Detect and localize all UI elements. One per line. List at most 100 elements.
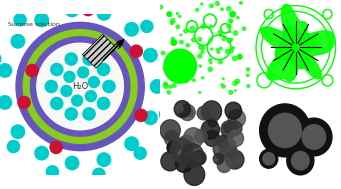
- Circle shape: [228, 110, 246, 128]
- Point: [217, 31, 223, 34]
- Circle shape: [193, 154, 201, 162]
- Point: [216, 51, 221, 54]
- Point: [218, 60, 223, 63]
- Point: [218, 47, 223, 50]
- Circle shape: [201, 120, 219, 139]
- Circle shape: [228, 130, 243, 146]
- Text: Sucrose solution: Sucrose solution: [8, 22, 60, 27]
- Circle shape: [14, 14, 26, 26]
- Point: [177, 15, 182, 18]
- Circle shape: [176, 105, 183, 112]
- Circle shape: [18, 96, 30, 109]
- Circle shape: [162, 62, 174, 74]
- Circle shape: [197, 106, 210, 120]
- Circle shape: [164, 131, 179, 146]
- Circle shape: [263, 153, 275, 165]
- Circle shape: [174, 101, 191, 118]
- Circle shape: [213, 153, 224, 164]
- Point: [197, 38, 203, 41]
- Circle shape: [296, 118, 332, 156]
- Circle shape: [224, 123, 233, 133]
- Point: [219, 8, 225, 11]
- Circle shape: [102, 0, 114, 7]
- Point: [158, 5, 164, 9]
- Circle shape: [65, 3, 79, 17]
- Circle shape: [65, 156, 79, 170]
- Circle shape: [65, 53, 77, 65]
- Circle shape: [180, 104, 195, 121]
- Point: [208, 62, 213, 65]
- Point: [245, 68, 251, 71]
- Point: [228, 20, 234, 23]
- Circle shape: [8, 140, 19, 153]
- Circle shape: [16, 22, 144, 151]
- Circle shape: [45, 80, 57, 93]
- Circle shape: [141, 20, 153, 33]
- Circle shape: [179, 135, 194, 151]
- Circle shape: [65, 108, 77, 120]
- Circle shape: [167, 144, 175, 153]
- Circle shape: [186, 109, 193, 117]
- Circle shape: [61, 85, 72, 96]
- Text: H₂O: H₂O: [72, 82, 88, 91]
- Point: [198, 46, 204, 49]
- Point: [200, 47, 206, 50]
- Circle shape: [0, 64, 12, 77]
- Circle shape: [226, 150, 244, 169]
- Circle shape: [26, 64, 38, 77]
- Point: [187, 64, 192, 67]
- Circle shape: [160, 120, 180, 141]
- Point: [163, 83, 168, 86]
- Circle shape: [204, 130, 220, 146]
- Point: [176, 77, 181, 80]
- Point: [178, 33, 183, 36]
- Point: [169, 21, 175, 24]
- Point: [194, 8, 200, 11]
- Circle shape: [164, 49, 196, 83]
- Point: [160, 52, 166, 55]
- Point: [201, 25, 206, 28]
- Point: [183, 29, 189, 33]
- Point: [238, 1, 244, 4]
- Point: [175, 12, 180, 15]
- Circle shape: [50, 141, 62, 153]
- Polygon shape: [275, 26, 316, 69]
- Point: [170, 37, 176, 40]
- Circle shape: [217, 135, 229, 148]
- Point: [229, 38, 234, 41]
- Circle shape: [23, 30, 137, 143]
- Point: [225, 50, 230, 53]
- Circle shape: [35, 146, 48, 160]
- Point: [179, 41, 184, 44]
- Point: [199, 2, 205, 5]
- Point: [172, 84, 177, 87]
- Circle shape: [268, 113, 301, 148]
- Point: [175, 25, 181, 28]
- Circle shape: [72, 95, 83, 106]
- Point: [186, 54, 191, 57]
- Circle shape: [0, 96, 12, 109]
- Circle shape: [238, 54, 242, 59]
- Circle shape: [221, 121, 237, 138]
- Point: [226, 25, 232, 28]
- Circle shape: [37, 43, 123, 130]
- Circle shape: [11, 125, 25, 138]
- Circle shape: [78, 67, 89, 78]
- Circle shape: [161, 152, 179, 171]
- Point: [215, 48, 220, 51]
- Polygon shape: [83, 34, 116, 68]
- Point: [208, 68, 213, 71]
- Circle shape: [51, 97, 63, 110]
- Point: [185, 44, 191, 47]
- Point: [170, 19, 176, 22]
- Circle shape: [51, 64, 63, 76]
- Point: [168, 85, 173, 88]
- Point: [221, 85, 226, 88]
- Circle shape: [195, 129, 207, 143]
- Point: [200, 50, 205, 53]
- Point: [198, 64, 203, 67]
- Circle shape: [82, 3, 94, 16]
- Circle shape: [160, 108, 172, 120]
- Circle shape: [64, 71, 75, 82]
- Circle shape: [213, 136, 236, 160]
